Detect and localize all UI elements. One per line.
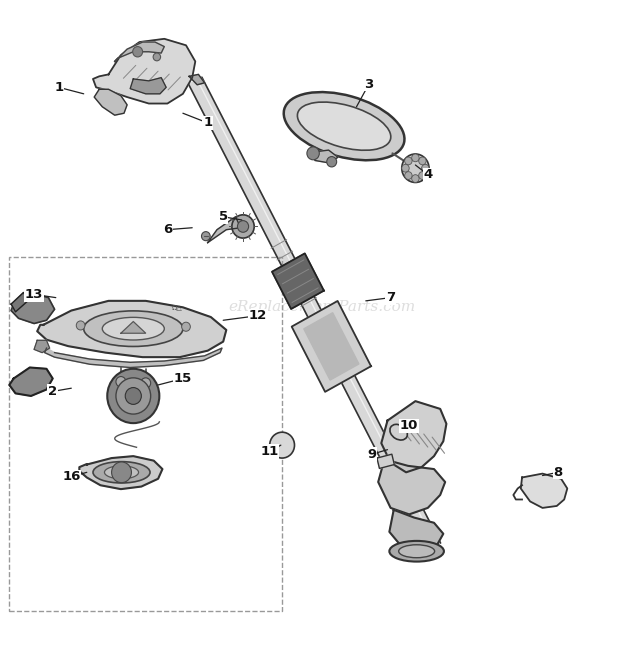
- Ellipse shape: [284, 92, 404, 160]
- Circle shape: [270, 432, 294, 458]
- Circle shape: [237, 221, 249, 232]
- Polygon shape: [304, 313, 359, 380]
- Circle shape: [182, 322, 190, 331]
- Polygon shape: [291, 301, 371, 392]
- Circle shape: [327, 157, 337, 167]
- Polygon shape: [93, 39, 195, 104]
- Ellipse shape: [84, 311, 183, 347]
- Text: 12: 12: [248, 309, 267, 322]
- Text: 16: 16: [62, 470, 81, 483]
- Polygon shape: [389, 510, 443, 551]
- Circle shape: [412, 154, 419, 162]
- Circle shape: [418, 157, 426, 165]
- Polygon shape: [79, 456, 162, 489]
- Text: 4: 4: [423, 168, 432, 181]
- Ellipse shape: [104, 466, 139, 479]
- Circle shape: [125, 388, 141, 404]
- Ellipse shape: [102, 318, 164, 340]
- Circle shape: [402, 154, 429, 182]
- Text: 11: 11: [260, 445, 279, 458]
- Bar: [9, 257, 282, 611]
- Circle shape: [405, 157, 412, 165]
- Text: 8: 8: [554, 466, 562, 479]
- Text: 15: 15: [174, 372, 192, 385]
- Polygon shape: [521, 474, 567, 508]
- Circle shape: [307, 147, 319, 160]
- Circle shape: [153, 53, 161, 61]
- Polygon shape: [121, 322, 146, 333]
- Circle shape: [107, 369, 159, 423]
- Polygon shape: [188, 77, 441, 551]
- Text: 9: 9: [368, 448, 376, 461]
- Circle shape: [412, 175, 419, 182]
- Ellipse shape: [390, 424, 407, 440]
- Polygon shape: [11, 292, 28, 312]
- Text: 6: 6: [163, 223, 172, 236]
- Polygon shape: [378, 459, 445, 514]
- Circle shape: [141, 378, 151, 388]
- Circle shape: [112, 462, 131, 483]
- Polygon shape: [37, 301, 226, 357]
- Polygon shape: [94, 89, 127, 115]
- Ellipse shape: [399, 545, 435, 558]
- Text: 7: 7: [386, 291, 395, 304]
- Circle shape: [133, 47, 143, 57]
- Polygon shape: [9, 367, 53, 396]
- Polygon shape: [189, 74, 205, 85]
- Text: 2: 2: [48, 385, 57, 398]
- Polygon shape: [34, 340, 50, 353]
- Text: 5: 5: [219, 210, 228, 223]
- Polygon shape: [313, 150, 338, 163]
- Text: Ω△: Ω△: [171, 304, 182, 311]
- Ellipse shape: [93, 462, 150, 483]
- Polygon shape: [377, 454, 394, 468]
- Circle shape: [405, 171, 412, 179]
- Text: 13: 13: [25, 288, 43, 301]
- Circle shape: [116, 377, 126, 387]
- Polygon shape: [272, 254, 324, 309]
- Polygon shape: [381, 401, 446, 472]
- Polygon shape: [11, 294, 55, 324]
- Polygon shape: [45, 348, 222, 367]
- Ellipse shape: [389, 541, 444, 562]
- Circle shape: [202, 232, 210, 241]
- Polygon shape: [115, 42, 164, 61]
- Circle shape: [422, 164, 429, 172]
- Text: 10: 10: [400, 419, 419, 432]
- Polygon shape: [130, 78, 166, 94]
- Ellipse shape: [298, 102, 391, 150]
- Text: 1: 1: [203, 116, 212, 129]
- Text: 3: 3: [365, 78, 373, 91]
- Circle shape: [418, 171, 426, 179]
- Circle shape: [76, 321, 85, 330]
- Polygon shape: [208, 217, 241, 243]
- Text: 1: 1: [55, 81, 63, 94]
- Circle shape: [116, 378, 151, 414]
- Circle shape: [232, 215, 254, 238]
- Circle shape: [402, 164, 409, 172]
- Text: eReplacementParts.com: eReplacementParts.com: [229, 300, 416, 314]
